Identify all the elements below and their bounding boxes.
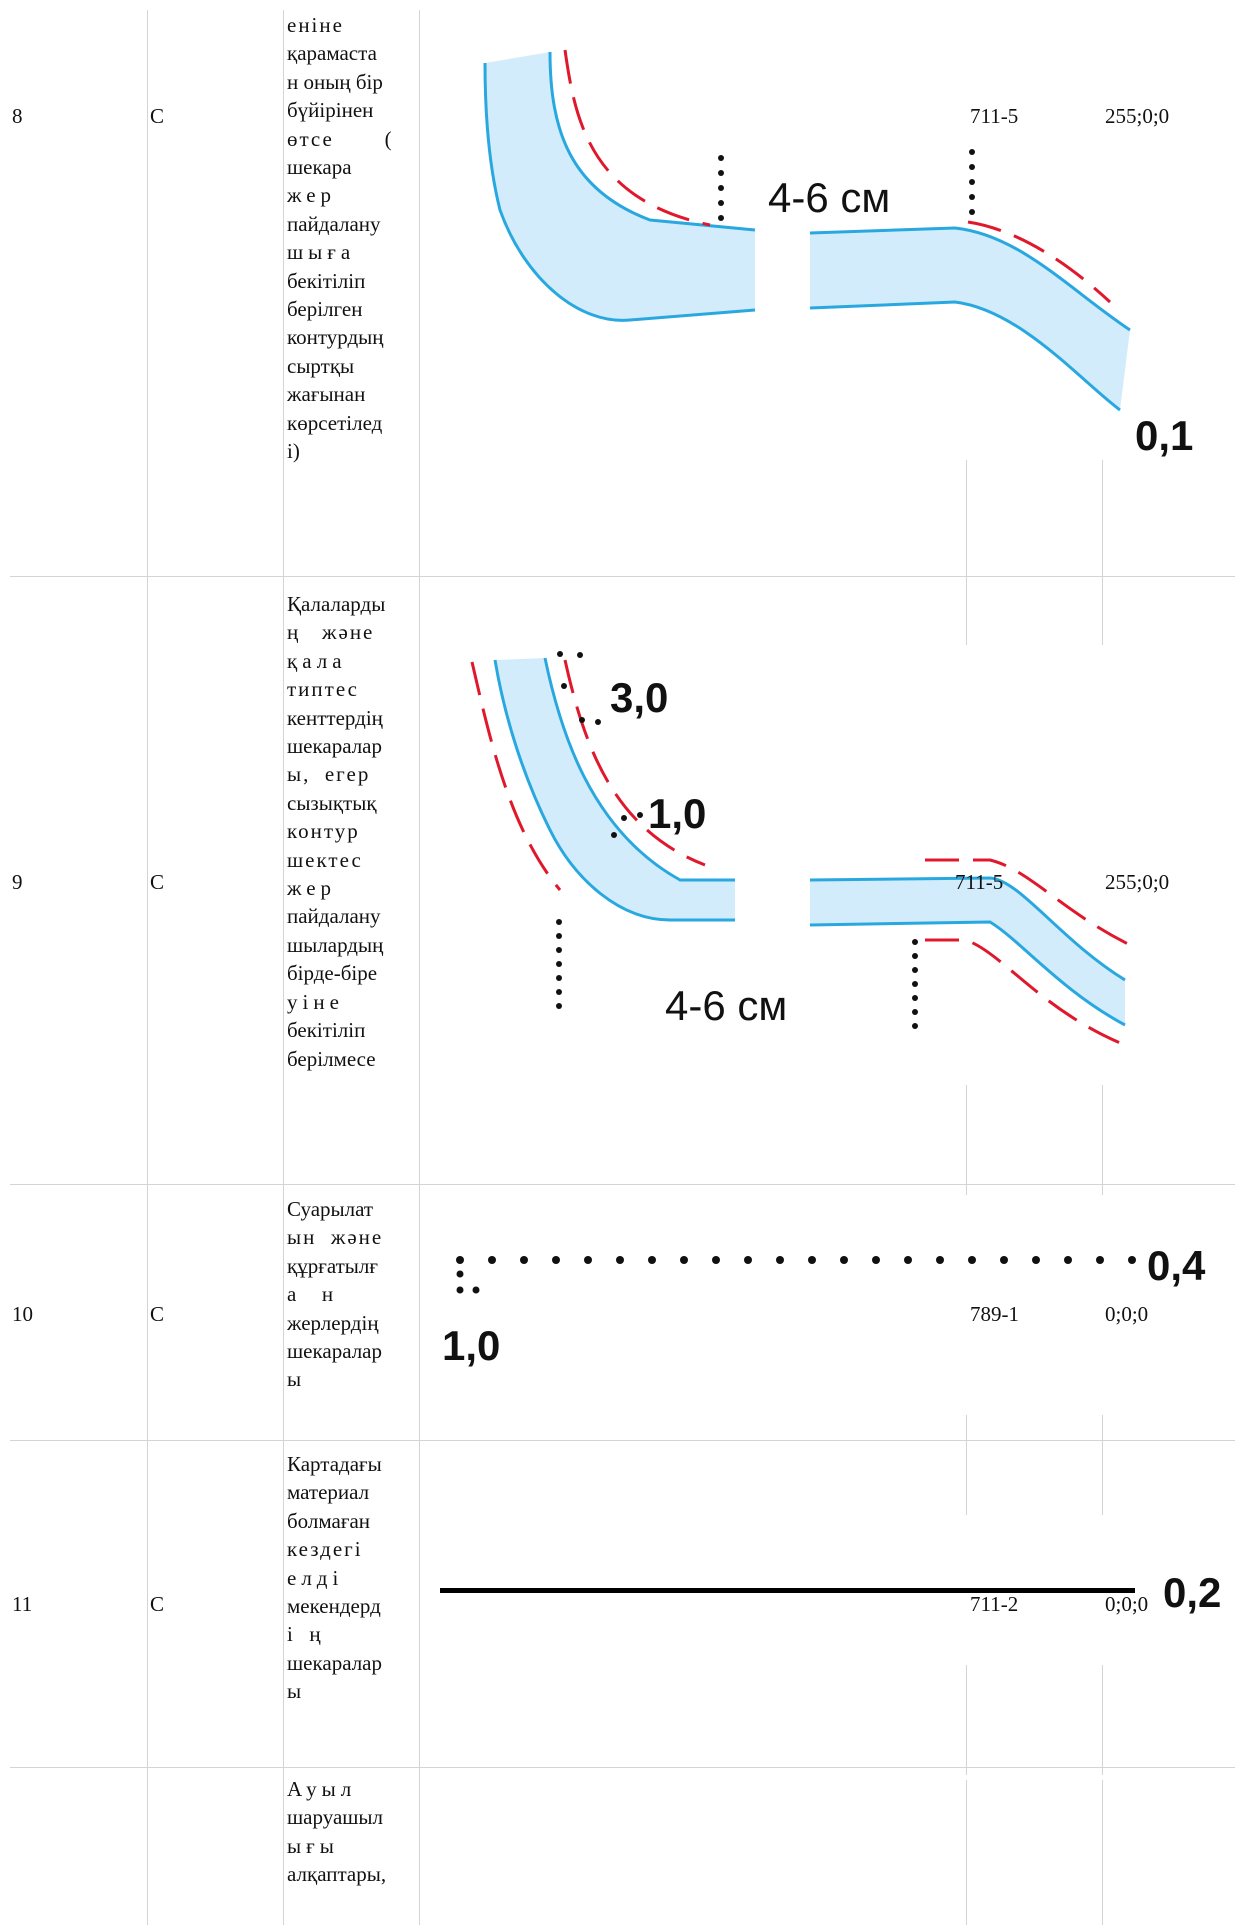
- dot: [552, 1256, 560, 1264]
- dot: [840, 1256, 848, 1264]
- grid-line: [1102, 1665, 1103, 1775]
- dimension-label: 4-6 см: [665, 982, 787, 1029]
- dot: [968, 1256, 976, 1264]
- row-category: С: [150, 1592, 165, 1616]
- dot: [744, 1256, 752, 1264]
- grid-line: [966, 460, 967, 645]
- boundary-dashed: [925, 858, 1131, 947]
- dimension-label: 0,1: [1135, 412, 1193, 459]
- boundary-dashed: [925, 938, 1126, 1047]
- grid-line: [283, 10, 284, 1925]
- river-right-band: [810, 228, 1130, 410]
- grid-line: [966, 1780, 967, 1925]
- boundary-dashed: [470, 661, 562, 891]
- row-10-symbol: 0,4 1,0: [442, 1242, 1206, 1369]
- dotted-line: [456, 1256, 1136, 1264]
- rgb-color: 0;0;0: [1105, 1592, 1149, 1616]
- dot: [872, 1256, 880, 1264]
- row-number: 8: [12, 104, 23, 128]
- dot: [456, 1256, 464, 1264]
- dotted-marker: [718, 149, 975, 221]
- symbol-code: 711-2: [970, 1592, 1019, 1616]
- dot: [584, 1256, 592, 1264]
- grid-line: [10, 1440, 1235, 1441]
- dimension-label: 3,0: [610, 674, 668, 721]
- dot: [776, 1256, 784, 1264]
- boundary-left-dashed: [563, 49, 711, 227]
- dotted-marker: [556, 651, 918, 1029]
- row-number: 9: [12, 870, 23, 894]
- river-right-band: [810, 878, 1125, 1025]
- rgb-color: 255;0;0: [1105, 870, 1170, 894]
- row-number: 10: [12, 1302, 33, 1326]
- grid-line: [10, 1767, 1235, 1768]
- river-left-band: [485, 52, 755, 321]
- dot: [712, 1256, 720, 1264]
- dot: [1000, 1256, 1008, 1264]
- river-right-line: [809, 876, 1126, 982]
- dot: [808, 1256, 816, 1264]
- boundary-dashed: [563, 659, 706, 867]
- grid-line: [1102, 1415, 1103, 1515]
- river-left-line: [483, 62, 756, 322]
- river-left-band: [495, 658, 735, 920]
- dimension-label: 4-6 см: [768, 174, 890, 221]
- river-left-line: [493, 659, 735, 922]
- grid-line: [1102, 1780, 1103, 1925]
- dot: [1064, 1256, 1072, 1264]
- river-left-line: [548, 51, 756, 232]
- grid-line: [10, 1184, 1235, 1185]
- row-description: Ауыл шаруашыл ығы алқаптары,: [287, 1777, 387, 1887]
- grid-line: [147, 10, 148, 1925]
- row-description: Картадағы материал болмаған кездегі елді…: [287, 1452, 383, 1704]
- dot: [648, 1256, 656, 1264]
- dot: [1128, 1256, 1136, 1264]
- grid-line: [1102, 460, 1103, 645]
- dot: [904, 1256, 912, 1264]
- dot: [1032, 1256, 1040, 1264]
- rgb-color: 0;0;0: [1105, 1302, 1149, 1326]
- rgb-color: 255;0;0: [1105, 104, 1170, 128]
- symbol-code: 711-5: [970, 104, 1019, 128]
- row-category: С: [150, 104, 165, 128]
- river-right-line: [809, 920, 1126, 1027]
- symbol-code: 789-1: [970, 1302, 1019, 1326]
- grid-line: [966, 1415, 967, 1515]
- grid-line: [10, 576, 1235, 577]
- row-description: Суарылат ын және құрғатылғ а н жерлердің…: [287, 1197, 384, 1392]
- symbol-code: 711-5: [955, 870, 1004, 894]
- row-9-symbol: 3,0 1,0 4-6 см: [470, 651, 1131, 1047]
- boundary-right-dashed: [967, 220, 1112, 304]
- dot: [520, 1256, 528, 1264]
- dot: [680, 1256, 688, 1264]
- row-category: С: [150, 1302, 165, 1326]
- dotted-marker: [456, 1270, 480, 1294]
- dimension-label: 0,4: [1147, 1242, 1206, 1289]
- dot: [1096, 1256, 1104, 1264]
- dot: [936, 1256, 944, 1264]
- dimension-label: 1,0: [648, 790, 706, 837]
- river-right-line: [809, 300, 1121, 412]
- row-8-symbol: 4-6 см 0,1: [483, 49, 1193, 459]
- row-category: С: [150, 870, 165, 894]
- grid-line: [419, 10, 420, 1925]
- dimension-label: 0,2: [1163, 1569, 1222, 1616]
- row-description: еніне қарамаста н оның бір бүйірінен өтс…: [287, 13, 394, 464]
- dot: [616, 1256, 624, 1264]
- dimension-label: 1,0: [442, 1322, 500, 1369]
- river-left-line: [543, 657, 735, 882]
- grid-line: [1102, 1085, 1103, 1195]
- row-description: Қалаларды ң және қала типтес кенттердің …: [287, 592, 386, 1071]
- grid-line: [966, 1665, 967, 1775]
- river-right-line: [809, 226, 1131, 332]
- solid-boundary-line: [440, 1588, 1135, 1593]
- dot: [488, 1256, 496, 1264]
- row-number: 11: [12, 1592, 33, 1616]
- grid-line: [966, 1085, 967, 1195]
